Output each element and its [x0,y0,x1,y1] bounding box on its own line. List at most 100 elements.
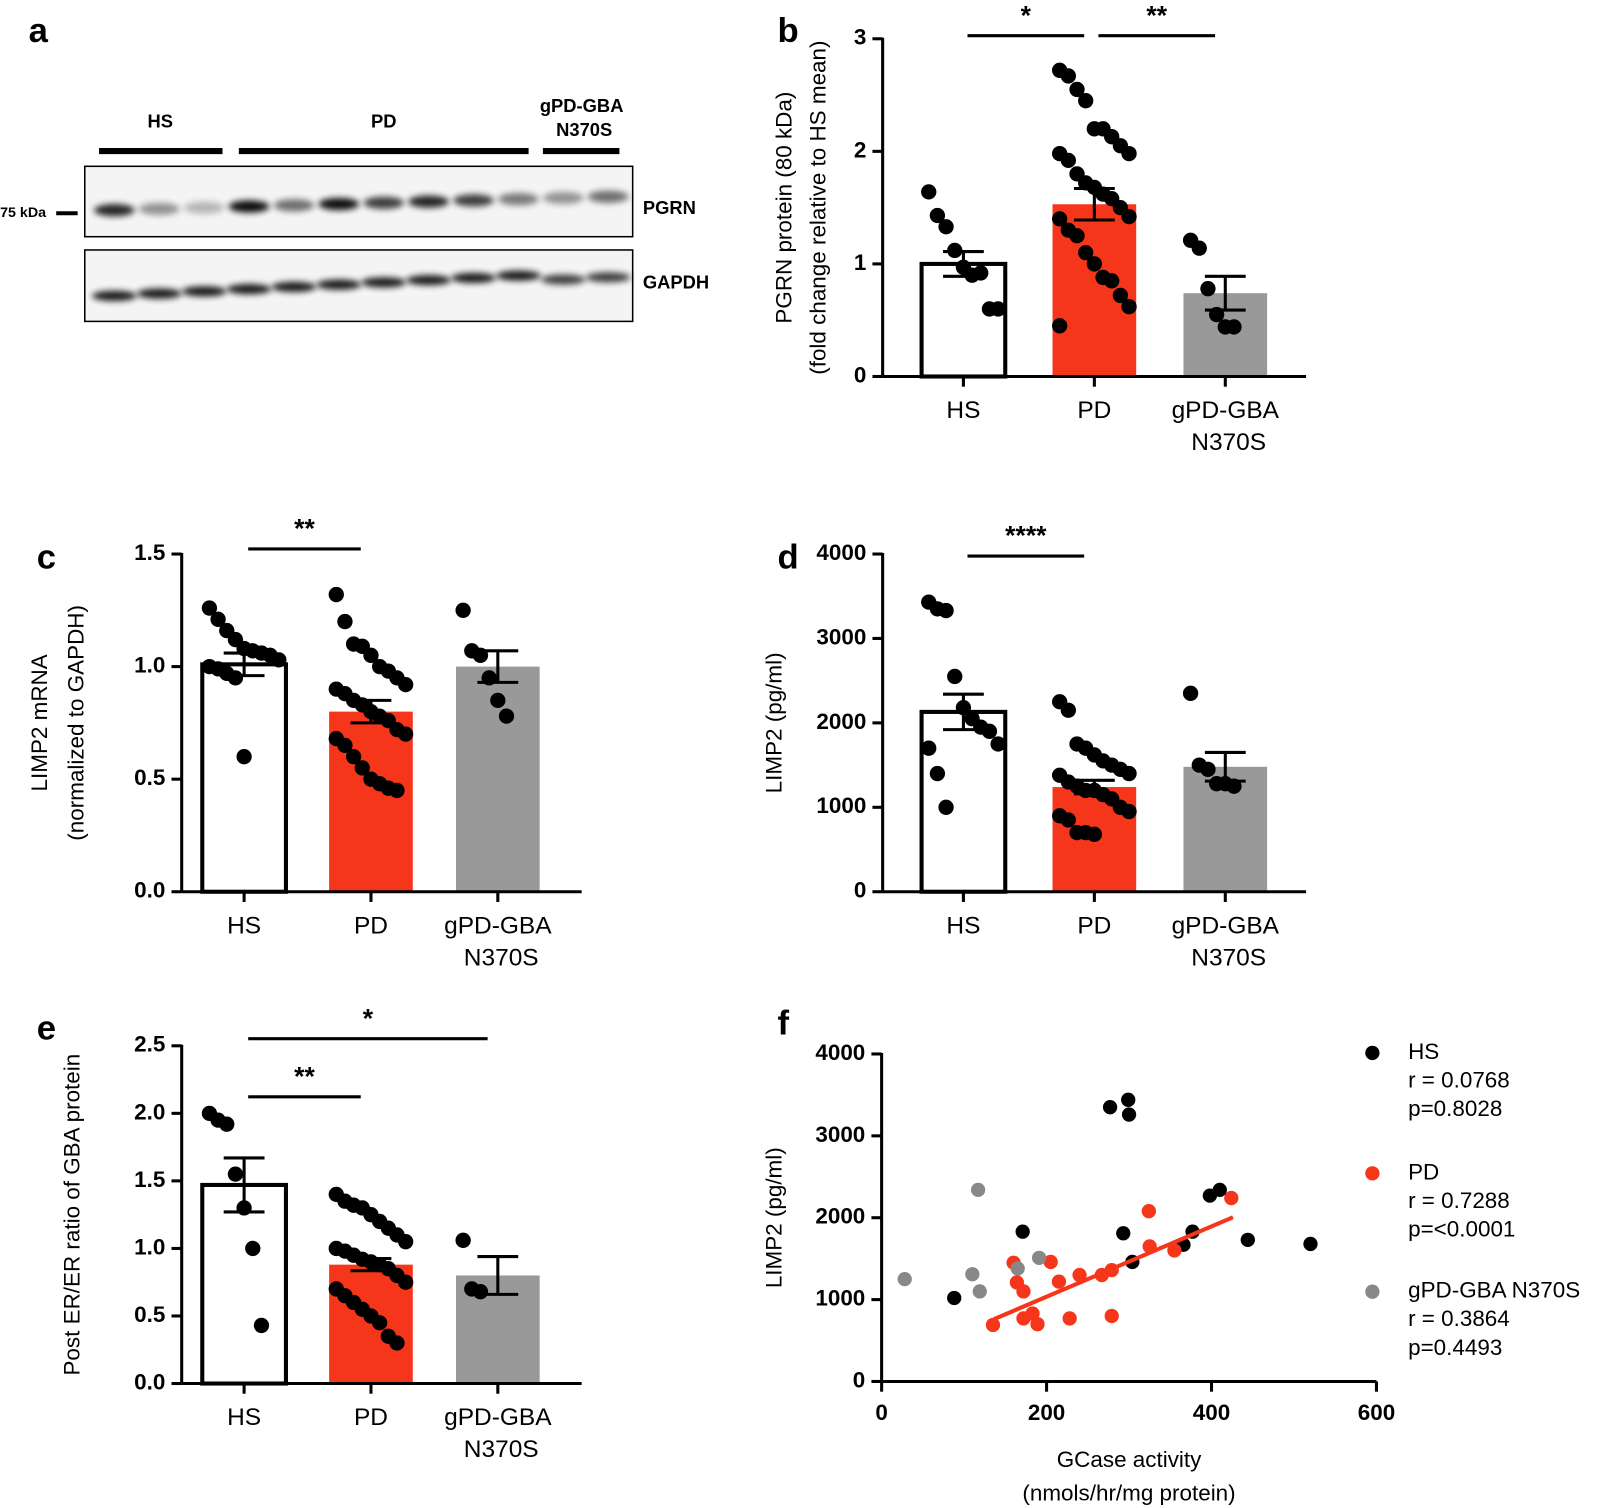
y-axis-label: (normalized to GAPDH) [64,605,89,841]
legend-stat: p=0.4493 [1408,1335,1502,1360]
data-point [972,1284,987,1299]
data-point [389,782,405,799]
y-tick-label: 1.0 [134,653,165,678]
panel-letter: a [29,12,49,50]
blot-band [540,274,586,285]
blot-band [408,195,450,208]
legend-stat: p=<0.0001 [1408,1216,1515,1241]
error-bar [1204,750,1246,783]
data-point [1121,299,1137,315]
data-point [236,749,252,765]
data-point [1016,1284,1031,1299]
data-point [1060,152,1076,169]
data-point [219,1116,235,1132]
x-tick-label: PD [354,1405,388,1432]
data-point [337,613,353,630]
data-point [472,1284,489,1300]
x-tick-label: HS [227,913,261,940]
data-point [1240,1232,1255,1247]
x-tick-label: PD [354,913,388,940]
legend-stat: p=0.8028 [1408,1096,1502,1121]
data-point [938,799,954,815]
y-tick-label: 3000 [815,1122,865,1147]
data-point [897,1271,912,1287]
blot-band [226,284,272,295]
data-point [1078,93,1094,109]
error-bar [1073,778,1115,796]
data-point [1112,287,1129,304]
marker-label: 75 kDa [0,205,47,221]
blot-band [363,196,405,209]
blot-band [181,286,227,297]
blot-band [495,270,541,281]
data-point [929,207,946,224]
y-tick-label: 0.5 [134,765,165,790]
data-point [1102,1100,1118,1115]
data-point [498,708,515,724]
y-tick-label: 2000 [816,709,866,734]
data-point [398,1274,414,1290]
significance-label: **** [1005,521,1047,551]
x-tick-label: 200 [1028,1400,1065,1425]
legend-marker [1365,1284,1380,1299]
y-tick-label: 0 [854,362,866,387]
y-tick-label: 0 [853,1367,865,1392]
y-axis-label: LIMP2 mRNA [27,654,52,791]
data-point [1200,761,1216,777]
y-axis-label: PGRN protein (80 kDa) [772,92,797,324]
legend-stat: r = 0.0768 [1408,1067,1510,1092]
data-point [1141,1204,1156,1219]
error-bar [1204,274,1246,312]
legend-label: gPD-GBA N370S [1408,1278,1580,1303]
data-point [921,184,937,200]
blot-band [183,201,225,214]
data-point [345,749,362,765]
data-point [398,1234,414,1250]
error-bar [943,692,984,732]
y-tick-label: 1.5 [134,540,165,565]
data-point [354,760,370,776]
data-point [1212,1182,1227,1198]
band-label: PGRN [643,197,696,218]
data-point [1015,1224,1030,1239]
blot-band [406,275,452,286]
panel-letter: b [778,12,799,50]
y-tick-label: 0 [854,878,866,903]
legend-label: PD [1408,1159,1439,1184]
error-bar [477,1255,519,1296]
y-tick-label: 4000 [815,1040,865,1065]
blot-band [497,193,539,206]
blot-band [453,194,494,207]
error-bar [477,649,519,684]
data-point [227,1166,244,1182]
blot-band [361,277,407,288]
y-tick-label: 2.5 [134,1032,165,1057]
bar [919,261,1008,379]
data-point [328,586,344,603]
blot-band [585,272,631,283]
significance-label: * [363,1003,374,1033]
legend-label: HS [1408,1039,1439,1064]
x-tick-label: 0 [875,1400,887,1425]
bar [200,662,288,894]
y-tick-label: 3000 [816,624,866,649]
data-point [929,765,946,782]
data-point [398,676,414,693]
data-point [947,1290,962,1306]
data-point [271,652,287,668]
y-tick-label: 1000 [815,1286,865,1311]
significance-label: * [1021,0,1032,30]
data-point [1121,1107,1137,1122]
data-point [1086,826,1103,842]
y-tick-label: 0.5 [134,1302,165,1327]
data-point [1121,145,1137,162]
legend-stat: r = 0.7288 [1408,1188,1510,1213]
data-point [363,647,379,663]
blot-band [316,279,362,290]
data-point [1052,318,1068,334]
blot-band [542,191,584,205]
significance-label: ** [1146,0,1167,30]
data-point [990,301,1006,317]
blot-band [138,202,180,216]
western-blot: a HS PD gPD-GBA N370S 75 kDa PGRN GAPDH [0,12,709,323]
